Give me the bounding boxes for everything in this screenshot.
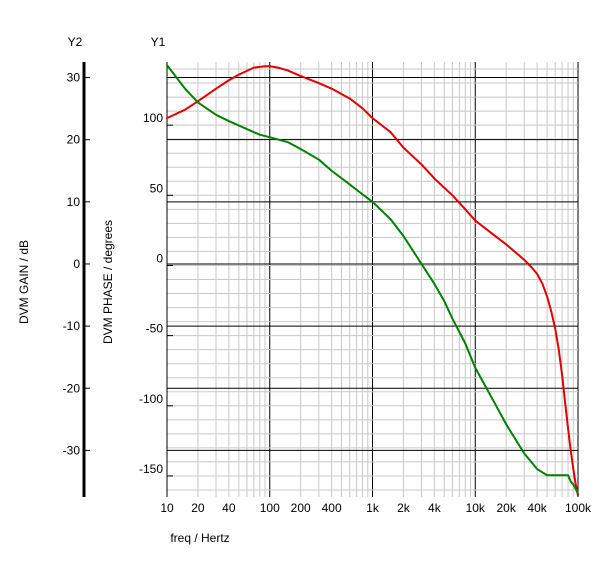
x-tick-label: 100k — [565, 501, 592, 515]
y2-tick-label: -30 — [63, 443, 81, 457]
y1-tick-label: -150 — [139, 462, 163, 476]
y2-tick-label: 10 — [67, 195, 81, 209]
gain-series-line — [166, 64, 579, 495]
phase-series-line — [166, 65, 579, 497]
x-tick-label: 40 — [222, 501, 236, 515]
y1-axis-label: DVM PHASE / degrees — [101, 220, 115, 344]
y1-tick-label: -100 — [139, 392, 163, 406]
y1-tick-label: 100 — [143, 111, 163, 125]
y1-axis-name: Y1 — [151, 35, 166, 49]
y2-tick-label: 20 — [67, 133, 81, 147]
x-tick-label: 4k — [428, 501, 442, 515]
grid-layer — [84, 62, 579, 497]
x-tick-label: 2k — [397, 501, 411, 515]
x-tick-label: 20k — [497, 501, 517, 515]
x-tick-label: 100 — [260, 501, 280, 515]
series-layer — [166, 64, 579, 497]
y1-tick-label: 50 — [150, 181, 164, 195]
x-tick-label: 1k — [366, 501, 380, 515]
x-tick-label: 20 — [191, 501, 205, 515]
y2-tick-label: -10 — [63, 319, 81, 333]
x-tick-label: 400 — [322, 501, 342, 515]
y1-tick-label: 0 — [156, 251, 163, 265]
x-tick-label: 10 — [160, 501, 174, 515]
y2-tick-label: 30 — [67, 71, 81, 85]
y1-tick-label: -50 — [146, 322, 164, 336]
x-axis-label: freq / Hertz — [170, 531, 229, 545]
y2-axis-label: DVM GAIN / dB — [17, 240, 31, 324]
y2-axis-name: Y2 — [68, 35, 83, 49]
x-tick-label: 40k — [527, 501, 547, 515]
y2-tick-label: -20 — [63, 381, 81, 395]
x-tick-label: 200 — [291, 501, 311, 515]
y2-tick-label: 0 — [73, 257, 80, 271]
x-tick-label: 10k — [466, 501, 486, 515]
